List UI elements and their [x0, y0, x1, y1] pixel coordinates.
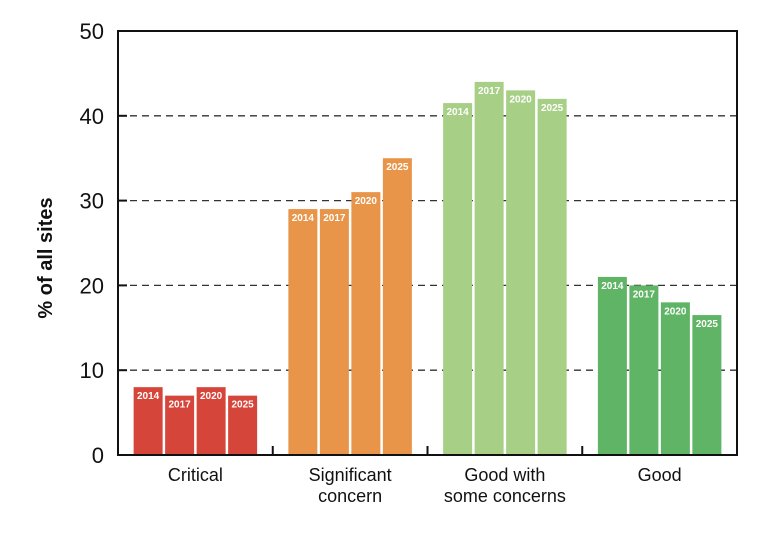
bar: [597, 276, 627, 455]
x-category-label: Good with: [464, 465, 545, 485]
bar-year-label: 2020: [664, 306, 687, 317]
bar-year-label: 2017: [478, 86, 501, 97]
y-tick-label: 10: [80, 358, 104, 383]
bar-year-label: 2014: [292, 213, 315, 224]
bar: [506, 90, 536, 456]
bar: [351, 192, 381, 455]
y-tick-label: 0: [92, 443, 104, 468]
bar: [319, 209, 349, 455]
bar: [660, 302, 690, 455]
x-category-label: concern: [318, 486, 382, 506]
bar-year-label: 2017: [633, 289, 656, 300]
bar-year-label: 2020: [355, 196, 378, 207]
y-tick-label: 20: [80, 273, 104, 298]
bar: [228, 395, 258, 455]
bar: [382, 158, 412, 455]
x-category-label: Significant: [309, 465, 392, 485]
y-tick-label: 50: [80, 19, 104, 44]
bar-year-label: 2017: [323, 213, 346, 224]
x-category-label: some concerns: [444, 486, 566, 506]
x-category-label: Good: [638, 465, 682, 485]
bar-year-label: 2014: [137, 391, 160, 402]
y-axis-label: % of all sites: [35, 197, 57, 318]
bar: [474, 81, 504, 455]
bar: [133, 387, 163, 455]
bar: [288, 209, 318, 455]
bar-year-label: 2014: [447, 107, 470, 118]
bar: [692, 315, 722, 455]
bar-year-label: 2025: [232, 400, 255, 411]
bar-year-label: 2025: [696, 319, 719, 330]
y-tick-label: 30: [80, 189, 104, 214]
bar-year-label: 2025: [386, 162, 409, 173]
bar: [537, 98, 567, 455]
bar-year-label: 2025: [541, 103, 564, 114]
bar: [443, 103, 473, 455]
bar: [165, 395, 195, 455]
bars: 2014 2017 2020 2025 2014 2017 2020 2025 2014 2017…: [133, 81, 722, 456]
bar-year-label: 2020: [510, 94, 533, 105]
bar: [196, 387, 226, 455]
y-tick-label: 40: [80, 104, 104, 129]
bar-year-label: 2017: [169, 400, 192, 411]
x-category-label: Critical: [168, 465, 223, 485]
bar-year-label: 2020: [200, 391, 223, 402]
bar-year-label: 2014: [601, 281, 624, 292]
bar: [629, 285, 659, 455]
